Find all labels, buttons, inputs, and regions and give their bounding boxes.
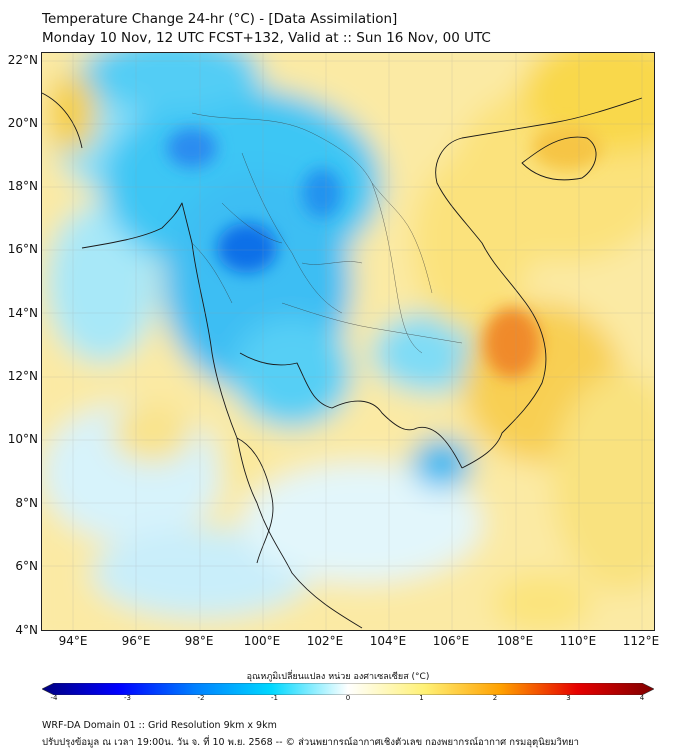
colorbar-tick-label: -2	[197, 694, 205, 702]
map-canvas	[42, 53, 654, 630]
colorbar-tick-label: 2	[492, 694, 498, 702]
lat-label-16n: 16°N	[7, 242, 38, 256]
colorbar-tick-label: 3	[566, 694, 571, 702]
lon-label-94e: 94°E	[58, 634, 88, 648]
footer-model-info: WRF-DA Domain 01 :: Grid Resolution 9km …	[42, 720, 277, 731]
coastlines	[42, 92, 643, 629]
lon-label-98e: 98°E	[184, 634, 214, 648]
colorbar-tick-label: -3	[124, 694, 131, 702]
lat-label-20n: 20°N	[7, 116, 38, 130]
colorbar-title: อุณหภูมิเปลี่ยนแปลง หน่วย องศาเซลเซียส (…	[246, 672, 430, 682]
lat-label-18n: 18°N	[7, 179, 38, 193]
colorbar-tick-label: 4	[639, 694, 645, 702]
graticule	[42, 53, 654, 630]
lon-label-104e: 104°E	[369, 634, 407, 648]
lon-label-100e: 100°E	[243, 634, 281, 648]
lon-label-96e: 96°E	[121, 634, 151, 648]
colorbar-tick-label: 0	[345, 694, 351, 702]
admin-boundaries	[191, 112, 463, 354]
map-subtitle: Monday 10 Nov, 12 UTC FCST+132, Valid at…	[42, 30, 491, 46]
lat-label-14n: 14°N	[7, 306, 38, 320]
temperature-extremes	[167, 126, 602, 378]
colorbar-tick-label: -1	[271, 694, 278, 702]
lon-label-108e: 108°E	[496, 634, 534, 648]
lat-label-10n: 10°N	[7, 432, 38, 446]
lon-label-106e: 106°E	[432, 634, 470, 648]
lat-label-4n: 4°N	[15, 623, 38, 637]
temperature-change-map[interactable]	[41, 52, 655, 631]
lat-label-8n: 8°N	[15, 496, 38, 510]
lon-label-102e: 102°E	[306, 634, 344, 648]
colorbar-tick-label: 1	[419, 694, 424, 702]
footer-update-info: ปรับปรุงข้อมูล ณ เวลา 19:00น. วัน จ. ที่…	[42, 737, 580, 748]
lat-label-12n: 12°N	[7, 369, 38, 383]
lon-label-110e: 110°E	[559, 634, 597, 648]
colorbar	[41, 680, 655, 696]
lon-label-112e: 112°E	[622, 634, 660, 648]
lat-label-6n: 6°N	[15, 559, 38, 573]
map-title: Temperature Change 24-hr (°C) - [Data As…	[42, 11, 398, 27]
lat-label-22n: 22°N	[7, 53, 38, 67]
colorbar-tick-label: -4	[50, 694, 58, 702]
